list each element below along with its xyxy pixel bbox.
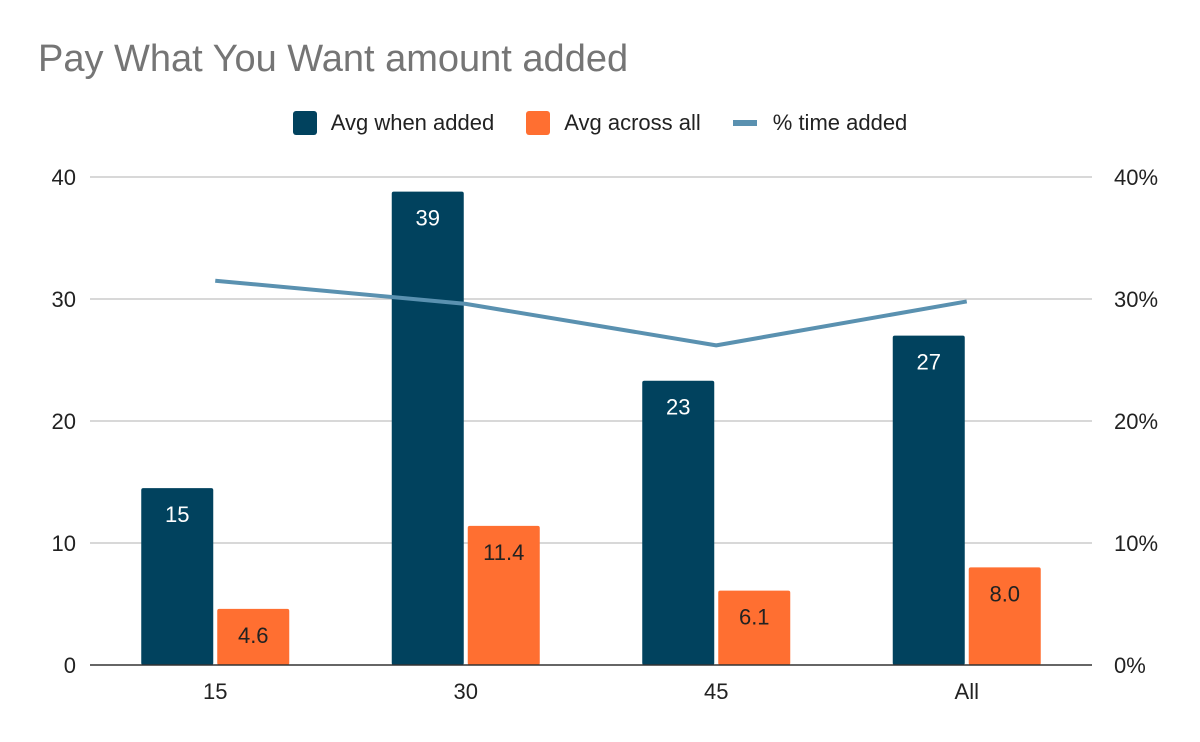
data-label-avg-when-added: 15 [165, 502, 189, 527]
x-tick-label: All [955, 679, 979, 704]
legend-label-pct-time-added: % time added [772, 110, 908, 135]
line-pct-time-added [215, 278, 968, 348]
bar-avg-across-all [718, 590, 791, 665]
y-left-tick-label: 30 [52, 287, 76, 312]
legend: Avg when added Avg across all % time add… [0, 110, 1200, 136]
legend-swatch-pct-time-added [732, 120, 757, 126]
y-right-tick-label: 0% [1114, 653, 1146, 678]
bar-avg-across-all [467, 525, 540, 665]
legend-swatch-avg-across-all [526, 111, 551, 135]
bar-avg-when-added [642, 380, 715, 665]
y-right-tick-label: 10% [1114, 531, 1158, 556]
legend-item-pct-time-added: % time added [732, 110, 908, 136]
bar-avg-when-added [391, 191, 464, 665]
x-tick-label: 30 [454, 679, 478, 704]
y-right-tick-label: 40% [1114, 165, 1158, 190]
data-label-avg-across-all: 8.0 [989, 581, 1020, 606]
legend-label-avg-across-all: Avg across all [564, 110, 701, 135]
legend-item-avg-when-added: Avg when added [292, 110, 495, 136]
data-label-avg-across-all: 6.1 [739, 605, 770, 630]
bar-avg-when-added [141, 488, 214, 665]
data-label-avg-when-added: 23 [666, 395, 690, 420]
bar-avg-across-all [968, 567, 1041, 665]
legend-item-avg-across-all: Avg across all [526, 110, 701, 136]
x-tick-label: 45 [704, 679, 728, 704]
bar-avg-when-added [892, 335, 965, 665]
data-label-avg-when-added: 39 [416, 206, 440, 231]
y-left-tick-label: 10 [52, 531, 76, 556]
x-tick-label: 15 [203, 679, 227, 704]
data-label-avg-across-all: 4.6 [238, 623, 269, 648]
y-left-tick-label: 0 [64, 653, 76, 678]
y-right-tick-label: 30% [1114, 287, 1158, 312]
legend-swatch-avg-when-added [292, 111, 317, 135]
data-label-avg-across-all: 11.4 [483, 540, 524, 565]
chart-title: Pay What You Want amount added [38, 38, 629, 80]
y-left-tick-label: 40 [52, 165, 76, 190]
legend-label-avg-when-added: Avg when added [330, 110, 495, 135]
y-right-tick-label: 20% [1114, 409, 1158, 434]
y-left-tick-label: 20 [52, 409, 76, 434]
data-label-avg-when-added: 27 [917, 350, 941, 375]
bar-avg-across-all [217, 608, 290, 665]
